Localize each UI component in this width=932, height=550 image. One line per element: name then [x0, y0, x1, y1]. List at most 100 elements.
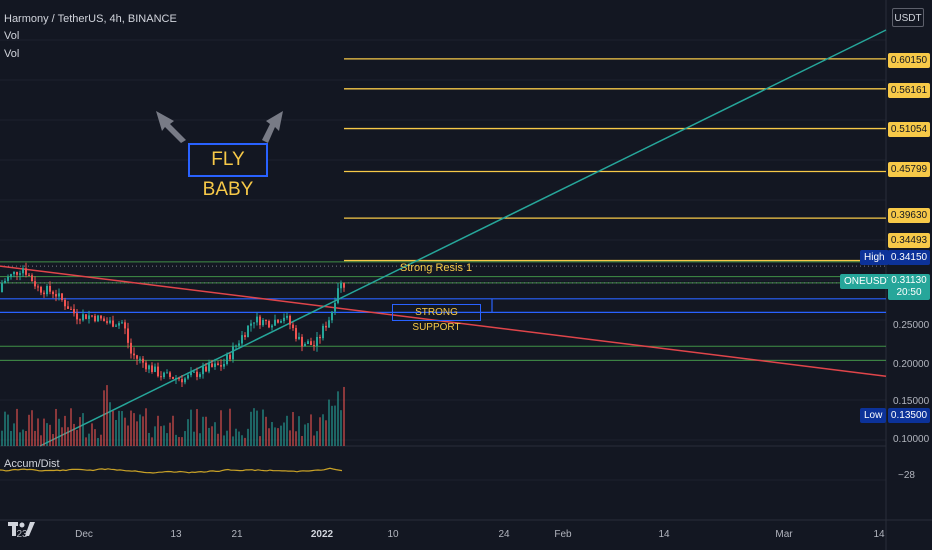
candle-body	[169, 372, 171, 377]
fib-tag: 0.60150	[888, 53, 930, 68]
volume-bar	[337, 391, 339, 446]
candle-body	[37, 286, 39, 288]
candle-body	[244, 335, 246, 337]
candle-body	[265, 319, 267, 321]
volume-bar	[100, 434, 102, 446]
candle-body	[88, 315, 90, 319]
candle-body	[25, 268, 27, 275]
volume-bar	[319, 417, 321, 446]
y-tick-label: 0.10000	[893, 434, 930, 445]
candle-body	[253, 322, 255, 324]
candle-body	[142, 358, 144, 363]
volume-bar	[196, 409, 198, 446]
candle-body	[91, 315, 93, 317]
volume-bar	[247, 428, 249, 446]
volume-bar	[256, 410, 258, 446]
accum-dist-label: Accum/Dist	[4, 458, 60, 470]
candle-body	[82, 314, 84, 321]
candle-body	[328, 320, 330, 328]
candle-body	[262, 319, 264, 326]
candle-body	[40, 286, 42, 293]
candle-body	[67, 306, 69, 309]
tradingview-logo[interactable]	[6, 518, 36, 540]
volume-bar	[10, 430, 12, 446]
volume-bar	[250, 411, 252, 446]
volume-bar	[37, 418, 39, 446]
volume-bar	[76, 430, 78, 446]
x-tick-label: 21	[231, 529, 243, 540]
volume-bar	[271, 422, 273, 446]
volume-bar	[121, 411, 123, 446]
candle-body	[112, 320, 114, 327]
volume-bar	[106, 385, 108, 446]
volume-label-2: Vol	[4, 48, 20, 60]
volume-bar	[274, 427, 276, 446]
candle-body	[337, 288, 339, 303]
indicator-axis-label: −28	[898, 470, 915, 481]
candle-body	[208, 363, 210, 372]
volume-bar	[139, 414, 141, 446]
x-tick-label: Feb	[554, 529, 572, 540]
candle-body	[157, 366, 159, 377]
candle-body	[187, 375, 189, 379]
candle-body	[46, 285, 48, 295]
volume-bar	[115, 419, 117, 446]
x-tick-label: 24	[498, 529, 510, 540]
x-tick-label: Dec	[75, 529, 93, 540]
volume-bar	[73, 423, 75, 446]
candle-body	[163, 372, 165, 378]
volume-bar	[304, 424, 306, 446]
symbol-title: Harmony / TetherUS, 4h, BINANCE	[4, 13, 177, 25]
symbol-label: ONEUSDT	[840, 274, 897, 289]
candle-body	[292, 324, 294, 329]
volume-bar	[61, 427, 63, 446]
candle-body	[181, 379, 183, 383]
volume-bar	[253, 408, 255, 446]
currency-button[interactable]: USDT	[892, 8, 924, 27]
volume-bar	[166, 433, 168, 446]
strong-support-annotation: STRONG SUPPORT	[392, 304, 481, 333]
x-tick-label: 14	[658, 529, 670, 540]
candle-body	[283, 317, 285, 322]
volume-bar	[229, 408, 231, 446]
volume-bar	[55, 408, 57, 446]
candle-body	[202, 366, 204, 375]
bar-countdown: 20:50	[896, 287, 922, 298]
candle-body	[307, 341, 309, 345]
candle-body	[103, 318, 105, 322]
candle-body	[124, 322, 126, 329]
candle-body	[250, 323, 252, 326]
candle-body	[319, 336, 321, 339]
candle-body	[16, 271, 18, 275]
volume-bar	[226, 430, 228, 446]
strong-resis-annotation: Strong Resis 1	[400, 262, 473, 274]
candle-body	[331, 311, 333, 321]
current-price-tag: 0.31130 20:50	[888, 274, 930, 300]
candle-body	[316, 336, 318, 346]
volume-bar	[7, 414, 9, 446]
candle-body	[76, 313, 78, 320]
candle-body	[256, 316, 258, 323]
fib-tag: 0.34493	[888, 233, 930, 248]
candle-body	[58, 293, 60, 297]
candle-body	[259, 316, 261, 326]
candle-body	[31, 275, 33, 282]
volume-label: Vol	[4, 30, 20, 42]
y-tick-label: 0.25000	[893, 320, 930, 331]
candle-body	[4, 280, 6, 284]
volume-bar	[277, 428, 279, 446]
volume-bar	[220, 410, 222, 446]
x-tick-label: 23	[16, 529, 28, 540]
volume-bar	[43, 418, 45, 446]
volume-bar	[202, 416, 204, 446]
volume-bar	[151, 437, 153, 446]
volume-bar	[79, 417, 81, 446]
volume-bar	[292, 412, 294, 446]
volume-bar	[118, 410, 120, 446]
candle-body	[55, 294, 57, 297]
volume-bar	[142, 416, 144, 446]
volume-bar	[217, 433, 219, 446]
volume-bar	[178, 437, 180, 446]
